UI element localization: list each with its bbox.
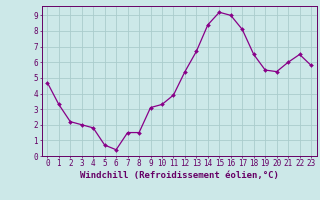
X-axis label: Windchill (Refroidissement éolien,°C): Windchill (Refroidissement éolien,°C) <box>80 171 279 180</box>
